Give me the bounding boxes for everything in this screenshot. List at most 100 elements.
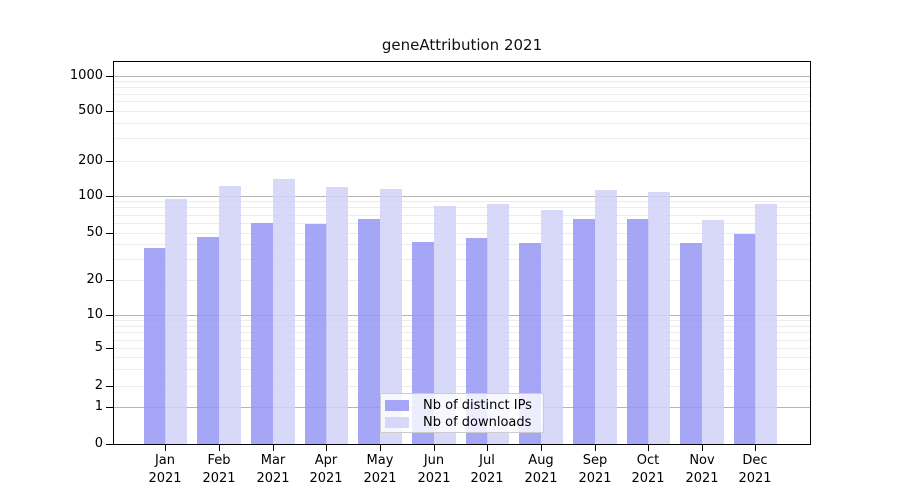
minor-gridline bbox=[114, 111, 810, 112]
x-tick-mark bbox=[595, 445, 596, 451]
y-tick-label: 1 bbox=[94, 399, 103, 414]
x-tick-label: Oct 2021 bbox=[631, 453, 665, 486]
bar-downloads-feb bbox=[219, 186, 241, 444]
legend-label-distinct-ips: Nb of distinct IPs bbox=[423, 398, 532, 413]
bar-distinct-ips-jul bbox=[466, 238, 488, 444]
bar-downloads-oct bbox=[648, 192, 670, 444]
major-gridline bbox=[114, 196, 810, 197]
legend-entry-distinct-ips: Nb of distinct IPs bbox=[385, 397, 539, 414]
bar-distinct-ips-nov bbox=[680, 243, 702, 444]
minor-gridline bbox=[114, 87, 810, 88]
minor-gridline bbox=[114, 332, 810, 333]
bar-distinct-ips-mar bbox=[251, 223, 273, 444]
y-tick-label: 20 bbox=[86, 272, 103, 287]
y-tick-mark bbox=[106, 407, 113, 408]
y-tick-mark bbox=[106, 315, 113, 316]
minor-gridline bbox=[114, 244, 810, 245]
x-tick-label: Mar 2021 bbox=[256, 453, 290, 486]
x-tick-mark bbox=[219, 445, 220, 451]
minor-gridline bbox=[114, 81, 810, 82]
y-tick-label: 100 bbox=[78, 188, 103, 203]
x-tick-label: Aug 2021 bbox=[524, 453, 558, 486]
minor-gridline bbox=[114, 101, 810, 102]
chart-title: geneAttribution 2021 bbox=[381, 36, 543, 54]
minor-gridline bbox=[114, 123, 810, 124]
minor-gridline bbox=[114, 207, 810, 208]
minor-gridline bbox=[114, 215, 810, 216]
bar-distinct-ips-sep bbox=[573, 219, 595, 444]
plot-area bbox=[113, 61, 811, 445]
x-tick-label: Feb 2021 bbox=[202, 453, 236, 486]
y-tick-label: 50 bbox=[86, 225, 103, 240]
bar-downloads-dec bbox=[755, 204, 777, 444]
legend-swatch-distinct-ips bbox=[385, 400, 409, 411]
minor-gridline bbox=[114, 138, 810, 139]
x-tick-mark bbox=[326, 445, 327, 451]
bar-downloads-apr bbox=[326, 187, 348, 444]
legend-entry-downloads: Nb of downloads bbox=[385, 414, 539, 431]
bar-downloads-jul bbox=[487, 204, 509, 444]
minor-gridline bbox=[114, 201, 810, 202]
x-tick-label: Jun 2021 bbox=[417, 453, 451, 486]
bar-distinct-ips-dec bbox=[734, 234, 756, 444]
bar-distinct-ips-feb bbox=[197, 237, 219, 444]
y-tick-label: 200 bbox=[78, 153, 103, 168]
x-tick-label: Apr 2021 bbox=[309, 453, 343, 486]
y-tick-label: 10 bbox=[86, 307, 103, 322]
y-tick-mark bbox=[106, 348, 113, 349]
bar-downloads-nov bbox=[702, 220, 724, 444]
legend-label-downloads: Nb of downloads bbox=[423, 415, 532, 430]
x-tick-label: Nov 2021 bbox=[685, 453, 719, 486]
major-gridline bbox=[114, 315, 810, 316]
minor-gridline bbox=[114, 357, 810, 358]
minor-gridline bbox=[114, 259, 810, 260]
minor-gridline bbox=[114, 369, 810, 370]
bar-downloads-jun bbox=[434, 206, 456, 444]
minor-gridline bbox=[114, 280, 810, 281]
minor-gridline bbox=[114, 386, 810, 387]
y-tick-mark bbox=[106, 76, 113, 77]
x-tick-mark bbox=[487, 445, 488, 451]
x-tick-label: Dec 2021 bbox=[738, 453, 772, 486]
bar-downloads-sep bbox=[595, 190, 617, 444]
y-tick-mark bbox=[106, 196, 113, 197]
x-tick-label: Jul 2021 bbox=[470, 453, 504, 486]
major-gridline bbox=[114, 76, 810, 77]
bar-downloads-mar bbox=[273, 179, 295, 444]
minor-gridline bbox=[114, 233, 810, 234]
minor-gridline bbox=[114, 223, 810, 224]
minor-gridline bbox=[114, 348, 810, 349]
y-tick-label: 2 bbox=[94, 378, 103, 393]
y-tick-label: 500 bbox=[78, 103, 103, 118]
x-tick-mark bbox=[541, 445, 542, 451]
x-tick-label: Sep 2021 bbox=[578, 453, 612, 486]
x-tick-mark bbox=[755, 445, 756, 451]
minor-gridline bbox=[114, 94, 810, 95]
y-tick-mark bbox=[106, 233, 113, 234]
bar-distinct-ips-jan bbox=[144, 248, 166, 444]
bar-downloads-may bbox=[380, 189, 402, 444]
x-tick-mark bbox=[273, 445, 274, 451]
bar-downloads-aug bbox=[541, 210, 563, 444]
y-tick-label: 0 bbox=[94, 436, 103, 451]
bar-distinct-ips-apr bbox=[305, 224, 327, 444]
bar-downloads-jan bbox=[165, 199, 187, 444]
y-tick-mark bbox=[106, 444, 113, 445]
y-tick-mark bbox=[106, 280, 113, 281]
minor-gridline bbox=[114, 326, 810, 327]
minor-gridline bbox=[114, 340, 810, 341]
minor-gridline bbox=[114, 161, 810, 162]
bar-distinct-ips-may bbox=[358, 219, 380, 444]
x-tick-label: Jan 2021 bbox=[148, 453, 182, 486]
x-tick-label: May 2021 bbox=[363, 453, 397, 486]
bar-distinct-ips-oct bbox=[627, 219, 649, 444]
legend-swatch-downloads bbox=[385, 417, 409, 428]
x-tick-mark bbox=[434, 445, 435, 451]
y-tick-mark bbox=[106, 386, 113, 387]
x-tick-mark bbox=[702, 445, 703, 451]
minor-gridline bbox=[114, 320, 810, 321]
x-tick-mark bbox=[380, 445, 381, 451]
y-tick-label: 1000 bbox=[69, 68, 103, 83]
y-tick-label: 5 bbox=[94, 340, 103, 355]
